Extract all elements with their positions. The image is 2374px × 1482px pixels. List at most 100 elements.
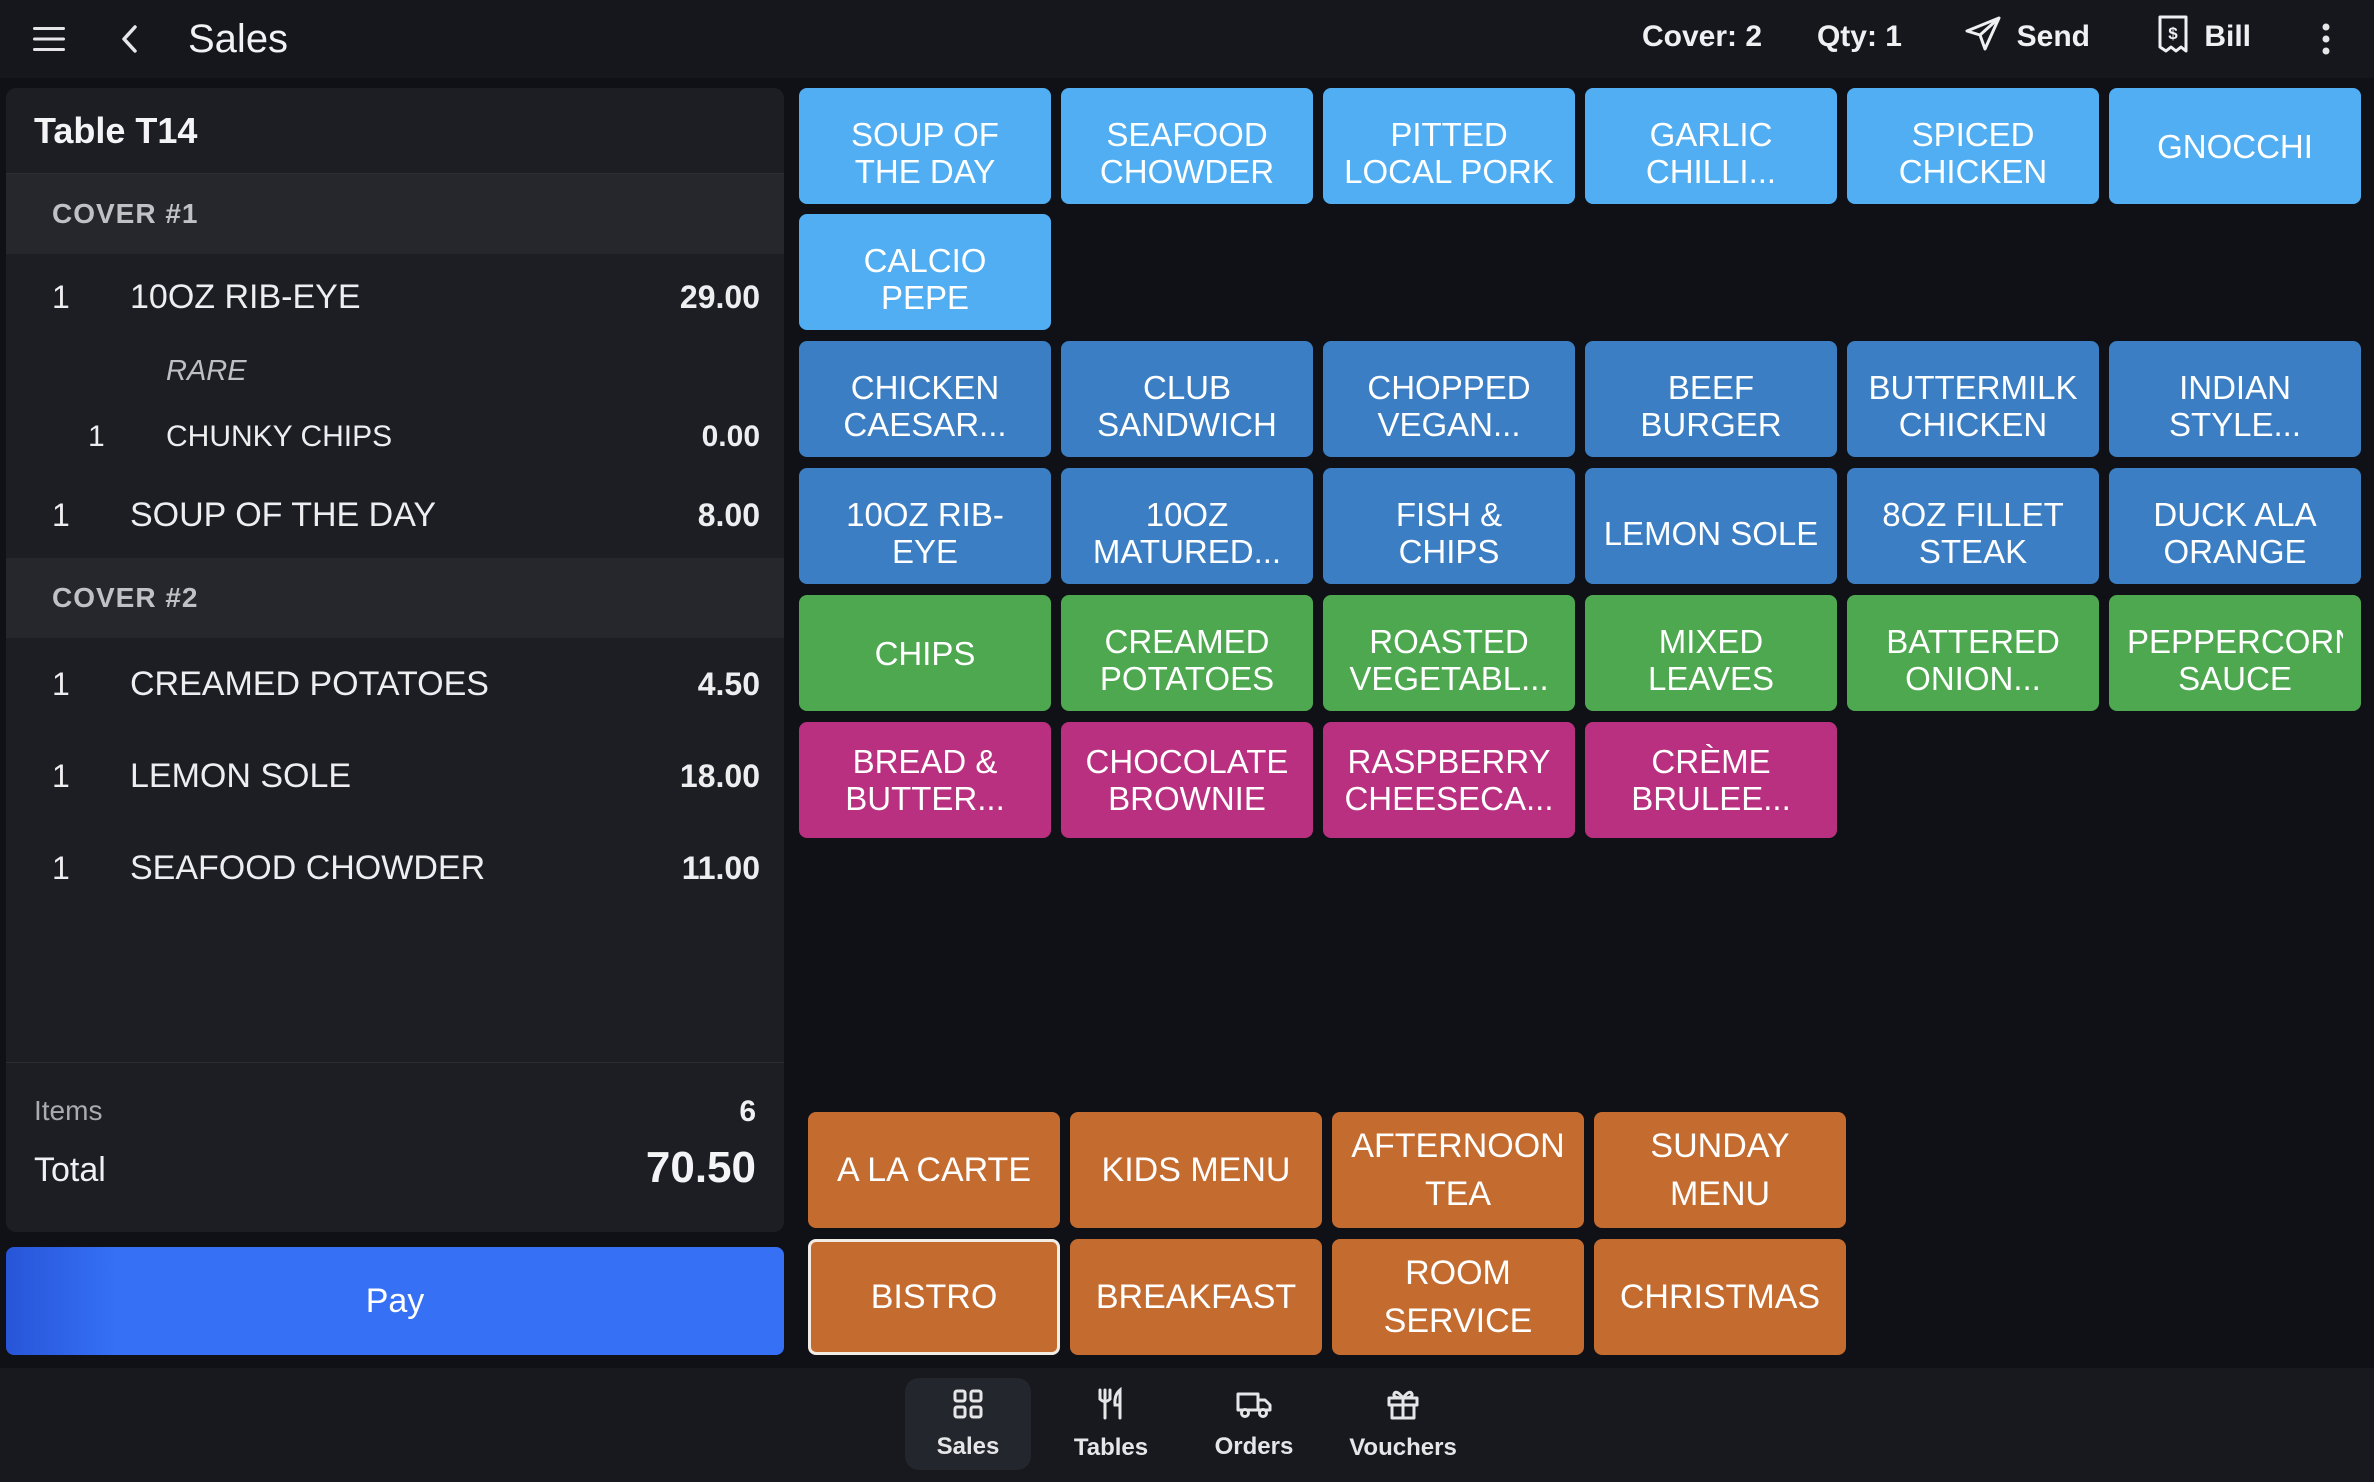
line-name: LEMON SOLE: [130, 756, 352, 795]
product-button[interactable]: RASPBERRY CHEESECA...: [1323, 722, 1575, 838]
product-button[interactable]: SOUP OF THE DAY: [799, 88, 1051, 204]
line-name: SOUP OF THE DAY: [130, 495, 437, 534]
bill-icon: $: [2156, 14, 2190, 59]
top-bar: Sales Cover: 2 Qty: 1 Send $ Bill: [0, 0, 2374, 78]
cover-header[interactable]: COVER #1: [6, 174, 784, 254]
product-button[interactable]: SEAFOOD CHOWDER: [1061, 88, 1313, 204]
pay-button[interactable]: Pay: [6, 1247, 784, 1355]
order-subline[interactable]: 1 CHUNKY CHIPS 0.00: [6, 402, 784, 472]
nav-label: Sales: [936, 1432, 1000, 1460]
line-price: 11.00: [681, 849, 760, 886]
more-vertical-icon[interactable]: [2302, 15, 2350, 63]
bill-button[interactable]: $ Bill: [2156, 14, 2251, 59]
nav-orders[interactable]: Orders: [1189, 1378, 1319, 1470]
line-qty: 1: [52, 278, 70, 315]
product-button[interactable]: SPICED CHICKEN: [1847, 88, 2099, 204]
delivery-truck-icon: [1235, 1388, 1273, 1427]
items-label: Items: [34, 1095, 103, 1126]
line-price: 18.00: [679, 757, 760, 794]
back-arrow-icon[interactable]: [106, 15, 154, 63]
nav-label: Orders: [1214, 1432, 1294, 1460]
product-button[interactable]: CHOPPED VEGAN...: [1323, 341, 1575, 457]
product-button[interactable]: GNOCCHI: [2109, 88, 2361, 204]
menu-button[interactable]: AFTERNOON TEA: [1332, 1112, 1584, 1228]
nav-vouchers[interactable]: Vouchers: [1330, 1378, 1476, 1470]
menu-button[interactable]: CHRISTMAS: [1594, 1239, 1846, 1355]
fork-knife-icon: [1095, 1386, 1127, 1428]
bill-label: Bill: [2204, 19, 2251, 53]
menu-button[interactable]: ROOM SERVICE: [1332, 1239, 1584, 1355]
order-line[interactable]: 1 10OZ RIB-EYE 29.00: [6, 254, 784, 340]
product-button[interactable]: PITTED LOCAL PORK: [1323, 88, 1575, 204]
total-label: Total: [34, 1151, 106, 1189]
quantity-selector[interactable]: Qty: 1: [1816, 20, 1902, 53]
product-button[interactable]: CRÈME BRULEE...: [1585, 722, 1837, 838]
menu-button[interactable]: BREAKFAST: [1070, 1239, 1322, 1355]
items-count: 6: [739, 1095, 756, 1128]
product-button[interactable]: INDIAN STYLE...: [2109, 341, 2361, 457]
product-button[interactable]: ROASTED VEGETABL...: [1323, 595, 1575, 711]
send-icon: [1963, 14, 2003, 59]
order-line[interactable]: 1 CREAMED POTATOES 4.50: [6, 638, 784, 730]
send-label: Send: [2016, 19, 2090, 53]
svg-text:$: $: [2169, 24, 2179, 43]
order-line[interactable]: 1 LEMON SOLE 18.00: [6, 730, 784, 822]
product-button[interactable]: 8OZ FILLET STEAK: [1847, 468, 2099, 584]
line-qty: 1: [88, 420, 105, 453]
order-modifier[interactable]: RARE: [6, 340, 784, 402]
nav-label: Tables: [1073, 1433, 1149, 1461]
line-price: 4.50: [697, 665, 760, 702]
nav-sales[interactable]: Sales: [905, 1378, 1031, 1470]
product-button[interactable]: 10OZ MATURED...: [1061, 468, 1313, 584]
product-button[interactable]: BATTERED ONION...: [1847, 595, 2099, 711]
table-name[interactable]: Table T14: [6, 88, 784, 174]
line-qty: 1: [52, 757, 70, 794]
line-qty: 1: [52, 496, 70, 533]
page-title: Sales: [188, 17, 289, 61]
line-name: 10OZ RIB-EYE: [130, 277, 361, 316]
line-price: 8.00: [697, 496, 760, 533]
bottom-nav: Sales Tables Orders Vouchers: [0, 1368, 2374, 1482]
line-qty: 1: [52, 849, 70, 886]
line-name: CHUNKY CHIPS: [166, 420, 393, 453]
line-qty: 1: [52, 665, 70, 702]
product-button[interactable]: BREAD & BUTTER...: [799, 722, 1051, 838]
product-button[interactable]: PEPPERCORN SAUCE: [2109, 595, 2361, 711]
menu-button[interactable]: KIDS MENU: [1070, 1112, 1322, 1228]
line-price: 0.00: [701, 420, 760, 453]
product-button[interactable]: CHIPS: [799, 595, 1051, 711]
cover-header[interactable]: COVER #2: [6, 558, 784, 638]
product-button[interactable]: LEMON SOLE: [1585, 468, 1837, 584]
send-button[interactable]: Send: [1963, 14, 2090, 59]
grid-icon: [952, 1388, 984, 1427]
product-button[interactable]: 10OZ RIB-EYE: [799, 468, 1051, 584]
product-button[interactable]: BEEF BURGER: [1585, 341, 1837, 457]
product-button[interactable]: CHOCOLATE BROWNIE: [1061, 722, 1313, 838]
order-line[interactable]: 1 SEAFOOD CHOWDER 11.00: [6, 822, 784, 914]
product-button[interactable]: GARLIC CHILLI...: [1585, 88, 1837, 204]
hamburger-menu-icon[interactable]: [25, 15, 73, 63]
total-value: 70.50: [645, 1143, 756, 1192]
product-button[interactable]: CLUB SANDWICH: [1061, 341, 1313, 457]
menu-button[interactable]: A LA CARTE: [808, 1112, 1060, 1228]
nav-tables[interactable]: Tables: [1046, 1378, 1176, 1470]
product-button[interactable]: DUCK ALA ORANGE: [2109, 468, 2361, 584]
nav-label: Vouchers: [1349, 1433, 1457, 1461]
product-button[interactable]: CALCIO PEPE: [799, 214, 1051, 330]
gift-icon: [1386, 1387, 1420, 1428]
product-button[interactable]: BUTTERMILK CHICKEN: [1847, 341, 2099, 457]
product-button[interactable]: FISH & CHIPS: [1323, 468, 1575, 584]
cover-count[interactable]: Cover: 2: [1641, 20, 1762, 53]
order-totals: Items 6 Total 70.50: [6, 1062, 784, 1232]
menu-button-selected[interactable]: BISTRO: [808, 1239, 1060, 1355]
menu-button[interactable]: SUNDAY MENU: [1594, 1112, 1846, 1228]
order-line[interactable]: 1 SOUP OF THE DAY 8.00: [6, 472, 784, 558]
line-price: 29.00: [679, 278, 760, 315]
product-button[interactable]: MIXED LEAVES: [1585, 595, 1837, 711]
product-button[interactable]: CREAMED POTATOES: [1061, 595, 1313, 711]
order-panel: Table T14 COVER #1 1 10OZ RIB-EYE 29.00 …: [6, 88, 784, 1232]
line-name: SEAFOOD CHOWDER: [130, 848, 486, 887]
line-name: CREAMED POTATOES: [130, 664, 489, 703]
product-button[interactable]: CHICKEN CAESAR...: [799, 341, 1051, 457]
